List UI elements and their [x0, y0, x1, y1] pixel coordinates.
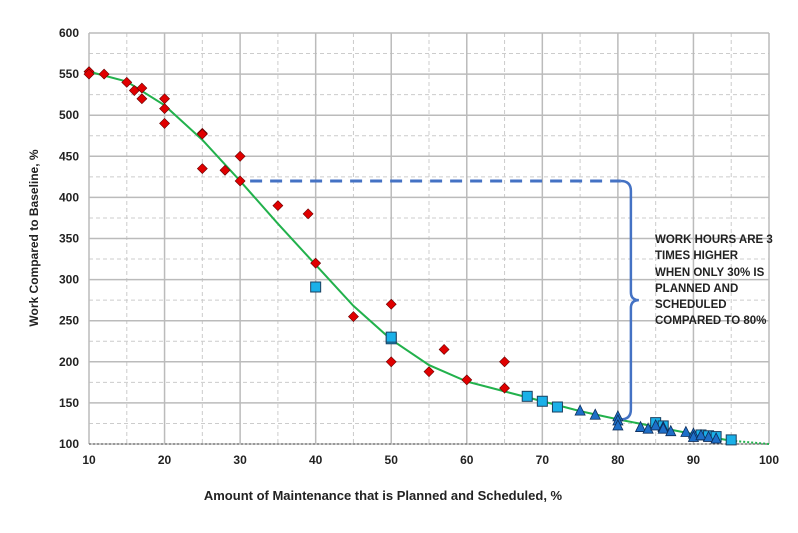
y-tick-label: 450	[59, 149, 79, 163]
data-point-diamond	[461, 374, 473, 386]
data-point-diamond	[98, 68, 110, 80]
data-point-diamond	[385, 298, 397, 310]
y-tick-label: 500	[59, 108, 79, 122]
data-point-diamond	[385, 356, 397, 368]
trend-curve	[88, 70, 732, 442]
data-point-triangle	[650, 419, 662, 431]
data-point-triangle	[634, 420, 647, 432]
data-point-square	[725, 434, 737, 446]
data-point-diamond	[196, 163, 208, 175]
data-point-diamond	[348, 311, 359, 323]
x-tick-label: 10	[82, 453, 96, 467]
data-point-square	[521, 390, 533, 402]
data-point-diamond	[499, 356, 510, 368]
data-point-diamond	[219, 164, 231, 176]
y-tick-label: 350	[59, 232, 79, 246]
data-point-square	[551, 401, 563, 413]
y-tick-label: 600	[59, 26, 79, 40]
data-point-diamond	[234, 175, 246, 187]
x-tick-label: 90	[687, 453, 701, 467]
x-tick-label: 50	[385, 453, 399, 467]
data-point-diamond	[196, 128, 208, 140]
data-point-square	[536, 395, 548, 407]
data-point-diamond	[121, 76, 133, 88]
x-axis-label: Amount of Maintenance that is Planned an…	[204, 488, 563, 503]
data-point-diamond	[83, 68, 95, 80]
data-point-triangle	[680, 425, 692, 437]
data-point-diamond	[499, 382, 510, 394]
data-point-diamond	[136, 93, 148, 105]
data-point-diamond	[423, 366, 435, 378]
data-point-square	[385, 331, 397, 343]
data-point-triangle	[665, 424, 677, 437]
y-tick-label: 300	[59, 273, 79, 287]
data-point-triangle	[657, 422, 669, 434]
annotation-text: WORK HOURS ARE 3 TIMES HIGHER WHEN ONLY …	[655, 234, 773, 328]
y-tick-label: 150	[59, 396, 79, 410]
data-point-triangle	[589, 408, 601, 420]
data-point-triangle	[687, 430, 700, 442]
x-tick-label: 40	[309, 453, 323, 467]
y-tick-label: 200	[59, 355, 79, 369]
data-point-triangle	[710, 432, 722, 444]
x-tick-label: 20	[158, 453, 172, 467]
data-point-triangle	[702, 430, 715, 442]
data-point-square	[310, 281, 322, 293]
data-point-diamond	[136, 82, 148, 94]
x-tick-label: 60	[460, 453, 474, 467]
data-point-triangle	[612, 419, 624, 431]
x-tick-label: 80	[611, 453, 625, 467]
data-point-diamond	[159, 103, 170, 115]
data-point-diamond	[159, 117, 170, 129]
y-tick-label: 100	[59, 437, 79, 451]
data-point-diamond	[310, 257, 322, 269]
x-tick-label: 30	[233, 453, 247, 467]
y-tick-label: 550	[59, 67, 79, 81]
data-point-diamond	[302, 208, 314, 220]
data-point-triangle	[695, 428, 707, 441]
x-tick-label: 70	[536, 453, 550, 467]
y-tick-label: 250	[59, 314, 79, 328]
y-tick-label: 400	[59, 190, 79, 204]
data-point-diamond	[438, 344, 450, 355]
x-tick-label: 100	[759, 453, 779, 467]
data-point-triangle	[642, 422, 654, 434]
data-point-diamond	[234, 150, 246, 162]
data-point-triangle	[574, 404, 586, 416]
data-point-diamond	[272, 200, 284, 212]
y-axis-label: Work Compared to Baseline, %	[27, 149, 41, 326]
